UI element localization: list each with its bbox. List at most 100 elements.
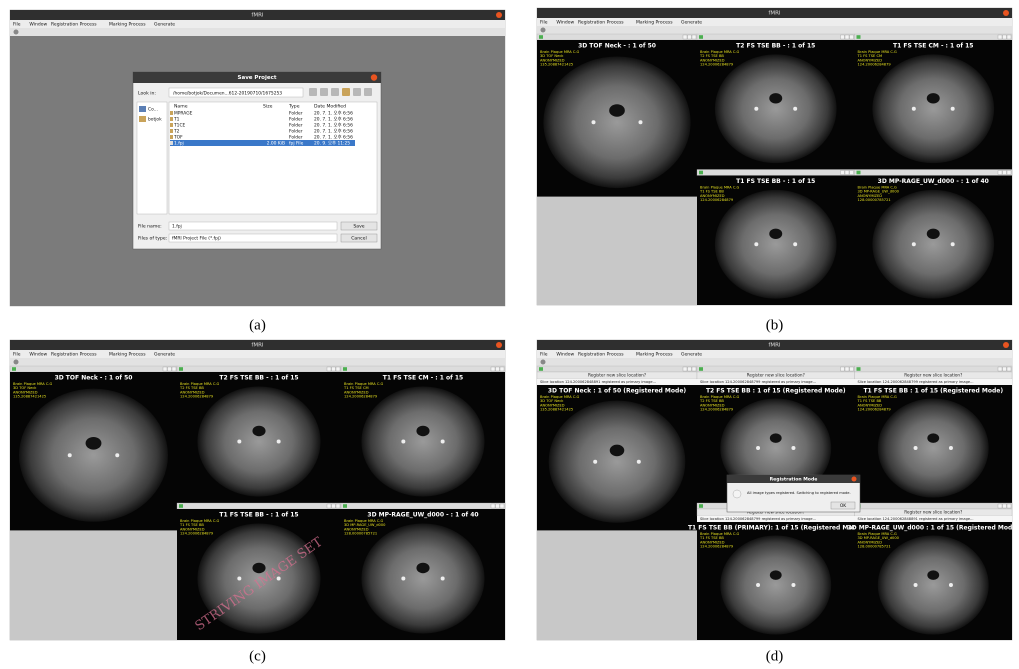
pane-button[interactable]: [845, 171, 849, 175]
file-name[interactable]: MPRAGE: [174, 111, 193, 117]
menu-item[interactable]: Generate: [681, 352, 702, 358]
pane-button[interactable]: [692, 367, 696, 371]
save-label[interactable]: Save: [353, 224, 364, 230]
menu-item[interactable]: File: [540, 20, 548, 26]
pane-button[interactable]: [688, 367, 692, 371]
close-button[interactable]: [496, 342, 502, 348]
menu-item[interactable]: Marking Process: [109, 352, 146, 358]
pane-button[interactable]: [692, 35, 696, 39]
toolbar-icon[interactable]: [14, 30, 19, 35]
pane-button[interactable]: [1007, 35, 1011, 39]
pane-button[interactable]: [1003, 367, 1007, 371]
cancel-label[interactable]: Cancel: [351, 236, 367, 242]
pane-button[interactable]: [841, 171, 845, 175]
pane-button[interactable]: [172, 367, 176, 371]
column-header[interactable]: Type: [288, 104, 300, 110]
file-name-input[interactable]: [169, 222, 337, 230]
menu-item[interactable]: Generate: [154, 352, 175, 358]
menu-item[interactable]: Marking Process: [636, 352, 673, 358]
close-button[interactable]: [1003, 10, 1009, 16]
pane-button[interactable]: [850, 171, 854, 175]
pane-button[interactable]: [841, 367, 845, 371]
menu-item[interactable]: Marking Process: [636, 20, 673, 26]
file-name[interactable]: T1: [173, 117, 180, 123]
nav-button[interactable]: [353, 88, 361, 96]
close-button[interactable]: [496, 12, 502, 18]
nav-button[interactable]: [309, 88, 317, 96]
prompt-text[interactable]: Register new slice location?: [588, 373, 646, 378]
pane-button[interactable]: [845, 35, 849, 39]
toolbar-icon[interactable]: [541, 28, 546, 33]
pane-button[interactable]: [327, 504, 331, 508]
pane-button[interactable]: [1007, 504, 1011, 508]
nav-button[interactable]: [342, 88, 350, 96]
pane-button[interactable]: [500, 504, 504, 508]
pane-button[interactable]: [332, 367, 336, 371]
pane-button[interactable]: [491, 367, 495, 371]
pane-button[interactable]: [336, 367, 340, 371]
menu-item[interactable]: Window: [29, 352, 47, 358]
pane-button[interactable]: [500, 367, 504, 371]
column-header[interactable]: Name: [174, 104, 188, 110]
pane-button[interactable]: [998, 504, 1002, 508]
pane-button[interactable]: [1007, 367, 1011, 371]
pane-button[interactable]: [1007, 171, 1011, 175]
nav-button[interactable]: [364, 88, 372, 96]
prompt-text[interactable]: Register new slice location?: [904, 373, 962, 378]
dialog-close[interactable]: [852, 477, 857, 482]
prompt-text[interactable]: Register new slice location?: [904, 510, 962, 515]
pane-button[interactable]: [163, 367, 167, 371]
menu-item[interactable]: File: [13, 352, 21, 358]
toolbar-icon[interactable]: [14, 360, 19, 365]
menu-item[interactable]: Window: [29, 22, 47, 28]
pane-button[interactable]: [496, 504, 500, 508]
file-name[interactable]: 1.fpj: [174, 141, 184, 147]
pane-button[interactable]: [998, 35, 1002, 39]
pane-button[interactable]: [683, 35, 687, 39]
nav-button[interactable]: [320, 88, 328, 96]
pane-button[interactable]: [1003, 35, 1007, 39]
pane-button[interactable]: [998, 367, 1002, 371]
place-icon[interactable]: [139, 116, 146, 122]
column-header[interactable]: Date Modified: [314, 104, 346, 110]
pane-button[interactable]: [496, 367, 500, 371]
pane-button[interactable]: [491, 504, 495, 508]
pane-button[interactable]: [327, 367, 331, 371]
place-icon[interactable]: [139, 106, 146, 112]
pane-button[interactable]: [336, 504, 340, 508]
close-button[interactable]: [1003, 342, 1009, 348]
menu-item[interactable]: File: [13, 22, 21, 28]
pane-button[interactable]: [332, 504, 336, 508]
pane-button[interactable]: [1003, 171, 1007, 175]
prompt-text[interactable]: Register new slice location?: [747, 373, 805, 378]
menu-item[interactable]: Marking Process: [109, 22, 146, 28]
pane-button[interactable]: [1003, 504, 1007, 508]
pane-button[interactable]: [683, 367, 687, 371]
nav-button[interactable]: [331, 88, 339, 96]
menu-item[interactable]: File: [540, 352, 548, 358]
menu-item[interactable]: Window: [556, 20, 574, 26]
pane-button[interactable]: [845, 367, 849, 371]
menu-item[interactable]: Generate: [154, 22, 175, 28]
file-name[interactable]: TOF: [173, 135, 183, 141]
column-header[interactable]: Size: [263, 104, 273, 110]
toolbar-icon[interactable]: [541, 360, 546, 365]
dialog-close[interactable]: [371, 74, 377, 80]
pane-button[interactable]: [841, 35, 845, 39]
pane-button[interactable]: [688, 35, 692, 39]
menu-item[interactable]: Registration Process: [51, 22, 97, 28]
menu-item[interactable]: Generate: [681, 20, 702, 26]
menu-item[interactable]: Window: [556, 352, 574, 358]
pane-button[interactable]: [998, 171, 1002, 175]
pane-button[interactable]: [168, 367, 172, 371]
ok-label[interactable]: OK: [840, 503, 846, 509]
pane-button[interactable]: [850, 35, 854, 39]
menu-item[interactable]: Registration Process: [578, 20, 624, 26]
file-name[interactable]: T1CE: [173, 123, 186, 129]
place-name[interactable]: Co...: [148, 107, 158, 113]
pane-button[interactable]: [850, 367, 854, 371]
file-name[interactable]: T2: [173, 129, 180, 135]
menu-item[interactable]: Registration Process: [578, 352, 624, 358]
place-name[interactable]: botjok: [148, 117, 162, 123]
menu-item[interactable]: Registration Process: [51, 352, 97, 358]
